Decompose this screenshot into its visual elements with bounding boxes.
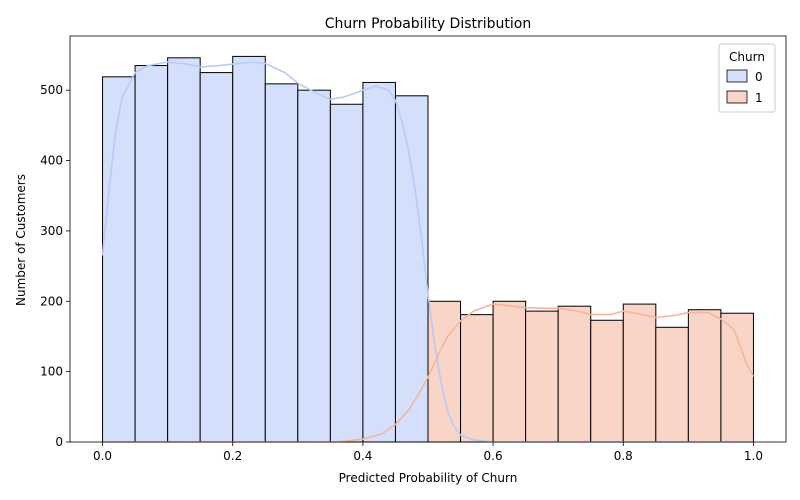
bar-series-1-bin-15 xyxy=(590,319,624,443)
y-axis-label: Number of Customers xyxy=(14,174,28,306)
series-1-bars xyxy=(427,300,754,443)
legend-title: Churn xyxy=(729,50,765,64)
legend: Churn 0 1 xyxy=(718,43,776,113)
y-tick-label: 100 xyxy=(40,365,63,379)
chart-title: Churn Probability Distribution xyxy=(325,16,532,32)
bar-series-1-bin-13 xyxy=(525,310,559,443)
bar-series-1-bin-17 xyxy=(655,326,689,443)
x-tick-label: 0.8 xyxy=(614,449,633,463)
bar-series-0-bin-0 xyxy=(102,76,136,443)
legend-label-0: 0 xyxy=(755,70,763,84)
bar-series-0-bin-8 xyxy=(362,81,396,443)
bar-series-0-bin-4 xyxy=(232,55,266,443)
bar-series-1-bin-10 xyxy=(427,300,462,443)
x-axis-label: Predicted Probability of Churn xyxy=(339,471,518,485)
bar-series-0-bin-1 xyxy=(134,65,169,443)
x-tick-label: 0.0 xyxy=(93,449,112,463)
legend-label-1: 1 xyxy=(755,91,763,105)
plot-frame xyxy=(69,35,787,443)
legend-swatch-0 xyxy=(726,69,748,83)
x-tick-label: 0.2 xyxy=(223,449,242,463)
series-0-bars xyxy=(102,55,462,443)
bar-series-0-bin-6 xyxy=(297,89,331,443)
bar-series-1-bin-19 xyxy=(720,312,754,443)
x-tick-label: 0.4 xyxy=(353,449,372,463)
bar-series-1-bin-18 xyxy=(687,309,722,443)
x-tick-label: 0.6 xyxy=(484,449,503,463)
x-axis-ticks: 0.0 0.2 0.4 0.6 0.8 1.0 xyxy=(93,442,763,463)
bar-series-0-bin-7 xyxy=(329,103,364,443)
series-0-kde-line xyxy=(101,61,754,443)
bar-series-0-bin-9 xyxy=(394,95,429,443)
x-tick-label: 1.0 xyxy=(744,449,763,463)
bar-series-0-bin-5 xyxy=(264,83,299,443)
legend-swatch-1 xyxy=(726,90,748,104)
bar-series-1-bin-14 xyxy=(557,305,592,443)
bar-series-1-bin-11 xyxy=(460,314,494,443)
bar-series-1-bin-12 xyxy=(492,300,527,443)
y-tick-label: 500 xyxy=(40,83,63,97)
y-tick-label: 0 xyxy=(55,435,63,449)
y-tick-label: 200 xyxy=(40,294,63,308)
y-axis-ticks: 0 100 200 300 400 500 xyxy=(40,83,70,449)
bar-series-0-bin-2 xyxy=(167,57,201,443)
series-1-kde-line xyxy=(102,303,755,443)
y-tick-label: 400 xyxy=(40,154,63,168)
bar-series-1-bin-16 xyxy=(622,303,657,443)
bar-series-0-bin-3 xyxy=(199,72,234,443)
y-tick-label: 300 xyxy=(40,224,63,238)
